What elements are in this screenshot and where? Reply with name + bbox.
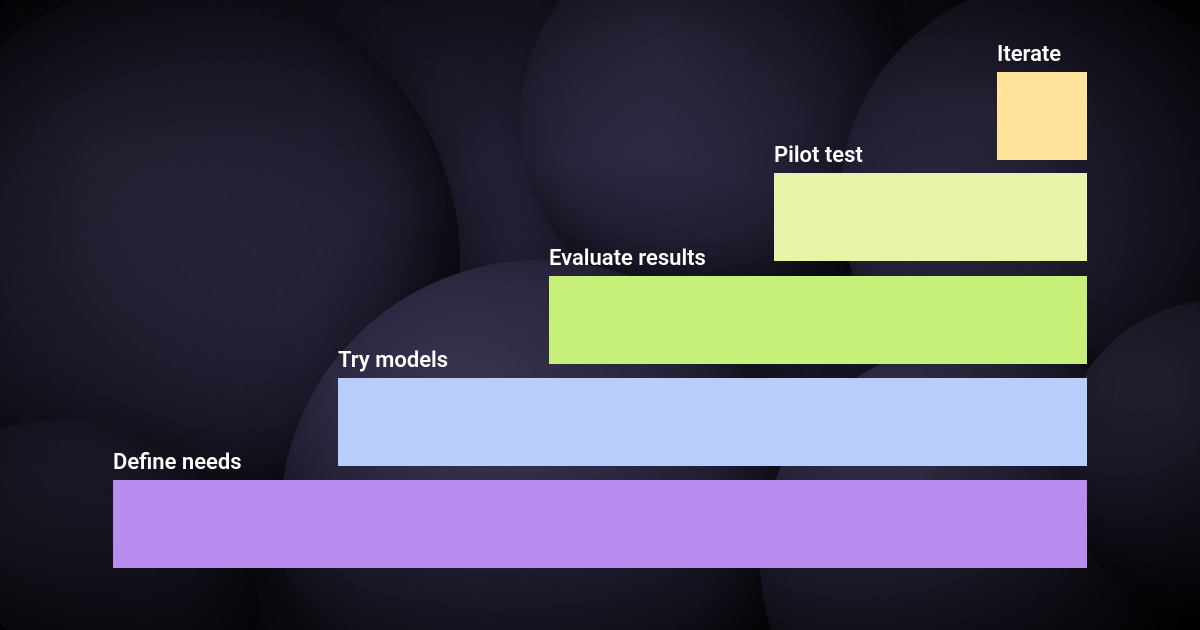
graphic-frame: Iterate Pilot test Evaluate results Try mod…	[0, 0, 1200, 630]
step-bar	[338, 378, 1087, 466]
step-bar	[997, 72, 1087, 160]
step-label: Evaluate results	[549, 246, 706, 271]
step-label: Try models	[338, 348, 448, 373]
step-label: Define needs	[113, 450, 242, 475]
step-label: Pilot test	[774, 143, 863, 168]
step-bar	[774, 173, 1087, 261]
stair-step-chart: Iterate Pilot test Evaluate results Try mod…	[0, 0, 1200, 630]
step-bar	[549, 276, 1087, 364]
step-bar	[113, 480, 1087, 568]
step-label: Iterate	[997, 42, 1061, 67]
